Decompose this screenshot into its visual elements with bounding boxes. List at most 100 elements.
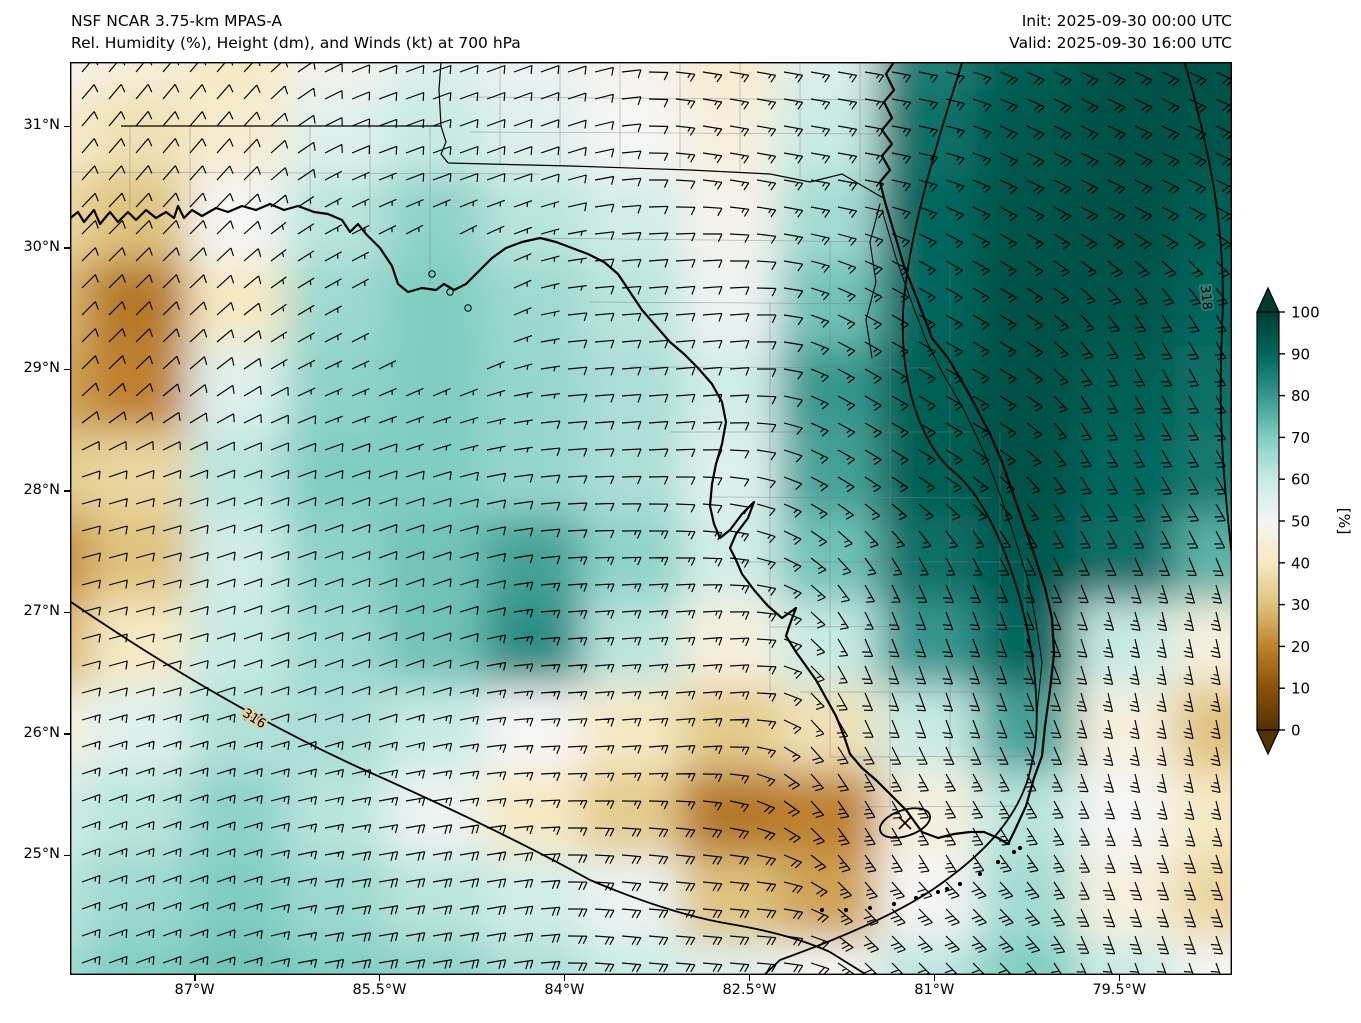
model-title: NSF NCAR 3.75-km MPAS-A: [71, 12, 283, 30]
rh-cell: [286, 770, 399, 867]
colorbar-tick-label: 10: [1291, 680, 1310, 698]
rh-cell: [483, 600, 596, 697]
rh-cell: [286, 685, 399, 782]
rh-cell: [1174, 770, 1232, 867]
colorbar-ticks: [1279, 311, 1285, 731]
lat-tick-label: 28°N: [23, 481, 60, 498]
rh-cell: [89, 175, 202, 272]
rh-cell: [779, 770, 892, 867]
rh-cell: [1075, 941, 1188, 975]
rh-cell: [89, 430, 202, 527]
lat-tick-label: 31°N: [23, 117, 60, 134]
lat-tick-mark: [64, 368, 70, 371]
colorbar-tick-label: 50: [1291, 513, 1310, 531]
rh-cell: [187, 515, 300, 612]
rh-cell: [878, 175, 991, 272]
rh-cell: [385, 770, 498, 867]
rh-cell: [89, 941, 202, 975]
rh-cell: [483, 685, 596, 782]
colorbar-tick-label: 60: [1291, 471, 1310, 489]
rh-cell: [976, 345, 1089, 442]
contour-label-318: 318: [1197, 285, 1215, 311]
rh-cell: [187, 430, 300, 527]
rh-cell: [483, 941, 596, 975]
intracoastal-lagoon-line: [881, 209, 1043, 731]
atlantic-coastline: [878, 62, 1056, 846]
rh-cell: [1174, 515, 1232, 612]
lon-tick-label: 85.5°W: [352, 982, 407, 998]
rh-cell: [878, 600, 991, 697]
rh-cell: [286, 600, 399, 697]
rh-cell: [779, 345, 892, 442]
colorbar-tick-label: 30: [1291, 596, 1310, 614]
rh-cell: [878, 770, 991, 867]
lat-tick-label: 29°N: [23, 360, 60, 377]
rh-cell: [681, 685, 794, 782]
rh-cell: [582, 175, 695, 272]
rh-cell: [1075, 515, 1188, 612]
rh-cell: [1174, 855, 1232, 952]
lat-tick-label: 25°N: [23, 846, 60, 863]
rh-cell: [187, 90, 300, 187]
rh-cell: [1075, 90, 1188, 187]
rh-cell: [385, 515, 498, 612]
lon-tick-mark: [378, 975, 381, 981]
rh-cell: [385, 855, 498, 952]
rh-cell: [89, 515, 202, 612]
rh-cell: [483, 770, 596, 867]
lon-tick-label: 87°W: [174, 982, 215, 998]
map-canvas: 316 318: [70, 62, 1232, 975]
rh-cell: [582, 430, 695, 527]
rh-cell: [187, 600, 300, 697]
florida-keys-island: [891, 901, 897, 907]
rh-cell: [681, 941, 794, 975]
lon-tick-mark: [748, 975, 751, 981]
lon-tick-mark: [1118, 975, 1121, 981]
rh-cell: [286, 345, 399, 442]
colorbar-unit-label: [%]: [1335, 508, 1353, 535]
st-johns-river: [865, 203, 881, 359]
rh-cell: [89, 600, 202, 697]
rh-cell: [187, 685, 300, 782]
colorbar-tick-labels: 0 10 20 30 40 50 60 70 80 90 100: [1291, 304, 1320, 740]
calm-wind-circle: [464, 304, 472, 312]
rh-cell: [779, 90, 892, 187]
colorbar-tick-label: 100: [1291, 304, 1320, 322]
rh-cell: [483, 260, 596, 357]
colorbar: 0 10 20 30 40 50 60 70 80 90 100 [%]: [1256, 286, 1353, 756]
rh-cell: [681, 175, 794, 272]
rh-cell: [582, 345, 695, 442]
rh-cell: [385, 345, 498, 442]
rh-cell: [681, 345, 794, 442]
rh-cell: [187, 345, 300, 442]
wind-barb-shafts: [81, 62, 1232, 975]
rh-cell: [385, 685, 498, 782]
lon-tick-label: 84°W: [544, 982, 585, 998]
rh-cell: [286, 260, 399, 357]
rh-cell: [483, 90, 596, 187]
florida-keys-island: [1017, 845, 1023, 851]
rh-cell: [1174, 90, 1232, 187]
rh-cell: [878, 685, 991, 782]
rh-cell: [89, 90, 202, 187]
rh-cell: [1174, 600, 1232, 697]
lat-tick-mark: [64, 247, 70, 249]
calm-wind-circles: [428, 270, 472, 312]
state-borders-layer: [121, 62, 886, 200]
rh-cell: [89, 855, 202, 952]
lat-tick-label: 27°N: [23, 603, 60, 620]
rh-cell: [1075, 600, 1188, 697]
wind-barbs-layer: [81, 62, 1232, 975]
lat-tick-mark: [64, 490, 70, 492]
rh-cell: [976, 90, 1089, 187]
gulf-coastline: [70, 202, 1010, 846]
rh-cell: [89, 260, 202, 357]
florida-keys-island: [843, 907, 849, 913]
rh-cell: [1174, 430, 1232, 527]
title-block: NSF NCAR 3.75-km MPAS-A Rel. Humidity (%…: [71, 10, 521, 54]
rh-cell: [976, 175, 1089, 272]
lon-tick-mark: [563, 975, 566, 981]
rh-cell: [681, 260, 794, 357]
height-contour-318: [1183, 62, 1232, 567]
rh-cell: [582, 90, 695, 187]
